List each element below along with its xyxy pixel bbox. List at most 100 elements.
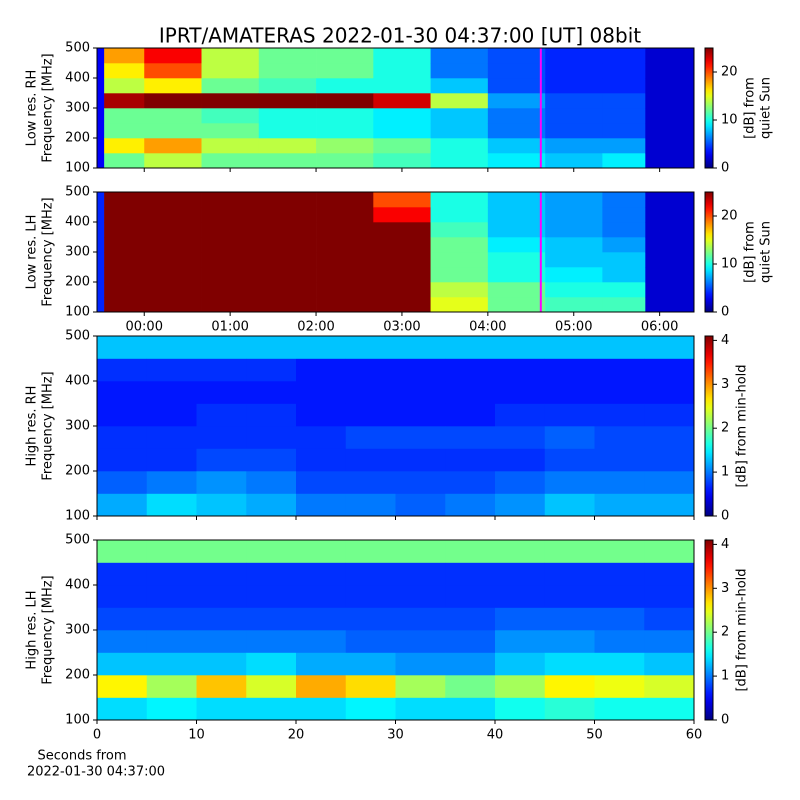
heatmap-cell <box>487 297 546 313</box>
heatmap-cell <box>104 267 145 283</box>
heatmap-cell <box>246 403 297 427</box>
heatmap-cell <box>373 237 431 253</box>
y-tick-label: 500 <box>65 185 90 200</box>
heatmap-cell <box>246 697 297 721</box>
heatmap-cell <box>594 471 645 494</box>
heatmap-cell <box>495 540 546 563</box>
heatmap-cell <box>445 403 496 427</box>
heatmap-cell <box>201 93 260 109</box>
heatmap-cell <box>144 192 202 208</box>
heatmap-cell <box>487 108 546 124</box>
heatmap-cell <box>544 426 595 449</box>
heatmap-cell <box>594 630 645 653</box>
heatmap-cell <box>104 282 145 298</box>
heatmap-cell <box>146 585 197 608</box>
heatmap-cell <box>97 93 105 109</box>
heatmap-cell <box>430 78 489 94</box>
heatmap-cell <box>97 63 105 79</box>
heatmap-cell <box>602 222 646 238</box>
heatmap-cell <box>645 192 695 208</box>
heatmap-cell <box>196 448 247 472</box>
heatmap-cell <box>594 381 645 404</box>
heatmap-cell <box>645 252 695 268</box>
heatmap-cell <box>144 93 202 109</box>
heatmap-cell <box>104 207 145 223</box>
heatmap-cell <box>395 493 446 517</box>
heatmap-cell <box>258 237 317 253</box>
heatmap-cell <box>97 222 105 238</box>
heatmap-cell <box>487 138 546 154</box>
heatmap-cell <box>196 562 247 586</box>
heatmap-cell <box>97 297 105 313</box>
x-tick-label: 0 <box>93 728 101 743</box>
heatmap-cell <box>201 282 260 298</box>
colorbar-label: [dB] from <box>743 77 758 139</box>
heatmap-cell <box>97 493 148 517</box>
heatmap-cell <box>594 652 645 676</box>
heatmap-cell <box>258 252 317 268</box>
heatmap-cell <box>146 426 197 449</box>
heatmap-cell <box>258 267 317 283</box>
heatmap-cell <box>445 471 496 494</box>
heatmap-cell <box>395 358 446 382</box>
colorbar-tick-label: 0 <box>721 161 729 176</box>
heatmap-cell <box>201 192 260 208</box>
heatmap-cell <box>545 48 603 64</box>
heatmap-cell <box>445 426 496 449</box>
heatmap-cell <box>296 540 347 563</box>
heatmap-cell <box>395 607 446 631</box>
heatmap-cell <box>594 493 645 517</box>
heatmap-cell <box>316 138 374 154</box>
heatmap-cell <box>495 336 546 359</box>
x-tick-label: 60 <box>686 728 703 743</box>
colorbar-tick-label: 10 <box>721 113 738 128</box>
heatmap-cell <box>97 381 148 404</box>
heatmap-cell <box>316 282 374 298</box>
heatmap-cell <box>97 540 148 563</box>
heatmap-cell <box>430 138 489 154</box>
heatmap-cell <box>296 697 347 721</box>
heatmap-cell <box>545 267 603 283</box>
chart-title: IPRT/AMATERAS 2022-01-30 04:37:00 [UT] 0… <box>159 24 641 48</box>
colorbar-label: [dB] from <box>743 221 758 283</box>
heatmap-cell <box>445 607 496 631</box>
heatmap-cell <box>645 123 695 139</box>
heatmap-cell <box>544 675 595 698</box>
x-tick-label: 03:00 <box>383 320 420 335</box>
heatmap-cell <box>258 192 317 208</box>
heatmap-cell <box>445 697 496 721</box>
y-tick-label: 200 <box>65 275 90 290</box>
x-axis-label: Seconds from <box>37 749 126 764</box>
heatmap-cell <box>146 358 197 382</box>
heatmap-cell <box>97 138 105 154</box>
heatmap-cell <box>146 336 197 359</box>
heatmap-cell <box>644 630 695 653</box>
heatmap-cell <box>544 358 595 382</box>
colorbar <box>704 191 714 313</box>
heatmap-cell <box>644 540 695 563</box>
heatmap-cell <box>594 336 645 359</box>
heatmap-cell <box>146 493 197 517</box>
heatmap-cell <box>544 630 595 653</box>
heatmap-cell <box>445 652 496 676</box>
y-tick-label: 400 <box>65 578 90 593</box>
colorbar <box>704 47 714 169</box>
heatmap-cell <box>345 585 396 608</box>
colorbar-label: quiet Sun <box>759 221 774 283</box>
heatmap-cell <box>258 123 317 139</box>
heatmap-cell <box>545 297 603 313</box>
heatmap-cell <box>487 222 546 238</box>
heatmap-cell <box>644 562 695 586</box>
colorbar-tick-label: 0 <box>721 509 729 524</box>
heatmap-cell <box>373 252 431 268</box>
heatmap-cell <box>373 222 431 238</box>
y-axis-label: Low res. RH <box>25 70 40 147</box>
y-tick-label: 200 <box>65 464 90 479</box>
heatmap-cell <box>196 426 247 449</box>
heatmap-cell <box>545 108 603 124</box>
colorbar-tick-label: 1 <box>721 669 729 684</box>
heatmap-cell <box>445 562 496 586</box>
heatmap-cell <box>97 585 148 608</box>
heatmap-cell <box>545 63 603 79</box>
heatmap-cell <box>144 267 202 283</box>
